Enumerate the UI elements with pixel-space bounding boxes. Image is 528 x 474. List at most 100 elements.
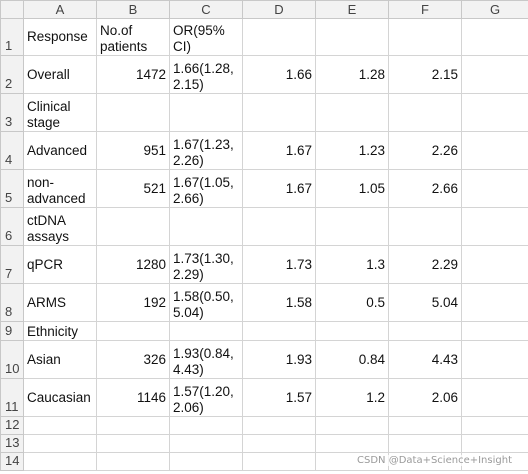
cell[interactable]: 1.58(0.50, 5.04) <box>169 283 243 322</box>
cell[interactable]: 1.23 <box>315 131 389 170</box>
cell[interactable] <box>315 434 389 453</box>
cell[interactable]: 2.26 <box>388 131 462 170</box>
cell[interactable] <box>461 169 528 208</box>
cell[interactable]: 2.06 <box>388 378 462 417</box>
cell[interactable]: 1.67 <box>242 169 316 208</box>
cell[interactable]: 1.67(1.23, 2.26) <box>169 131 243 170</box>
cell[interactable] <box>461 321 528 341</box>
cell[interactable]: 1.28 <box>315 55 389 94</box>
cell[interactable] <box>242 93 316 132</box>
cell[interactable]: 1.66(1.28, 2.15) <box>169 55 243 94</box>
cell[interactable]: 0.5 <box>315 283 389 322</box>
cell[interactable] <box>388 93 462 132</box>
cell[interactable]: 1.73 <box>242 245 316 284</box>
cell[interactable] <box>169 452 243 471</box>
cell[interactable]: 1.2 <box>315 378 389 417</box>
cell[interactable] <box>315 93 389 132</box>
cell[interactable]: Advanced <box>23 131 97 170</box>
cell[interactable]: 1472 <box>96 55 170 94</box>
cell[interactable]: 1.93 <box>242 340 316 379</box>
cell[interactable]: 1.66 <box>242 55 316 94</box>
cell[interactable]: 0.84 <box>315 340 389 379</box>
cell[interactable] <box>242 18 316 56</box>
row-header[interactable]: 11 <box>0 378 24 417</box>
cell[interactable]: Ethnicity <box>23 321 97 341</box>
cell[interactable] <box>169 207 243 246</box>
cell[interactable] <box>388 434 462 453</box>
row-header[interactable]: 5 <box>0 169 24 208</box>
cell[interactable] <box>461 55 528 94</box>
cell[interactable]: 951 <box>96 131 170 170</box>
column-header-c[interactable]: C <box>169 0 243 19</box>
cell[interactable] <box>242 434 316 453</box>
cell[interactable] <box>388 207 462 246</box>
cell[interactable] <box>96 93 170 132</box>
row-header[interactable]: 9 <box>0 321 24 341</box>
cell[interactable] <box>461 283 528 322</box>
cell[interactable] <box>242 321 316 341</box>
row-header[interactable]: 14 <box>0 452 24 471</box>
cell[interactable] <box>96 452 170 471</box>
row-header[interactable]: 7 <box>0 245 24 284</box>
cell[interactable] <box>96 321 170 341</box>
row-header[interactable]: 2 <box>0 55 24 94</box>
cell[interactable] <box>96 207 170 246</box>
cell[interactable] <box>242 416 316 435</box>
select-all-corner[interactable] <box>0 0 24 19</box>
row-header[interactable]: 10 <box>0 340 24 379</box>
cell[interactable] <box>461 18 528 56</box>
cell[interactable] <box>461 131 528 170</box>
cell[interactable] <box>315 416 389 435</box>
cell[interactable]: 1.3 <box>315 245 389 284</box>
row-header[interactable]: 3 <box>0 93 24 132</box>
cell[interactable]: 1.93(0.84, 4.43) <box>169 340 243 379</box>
cell[interactable] <box>169 321 243 341</box>
cell[interactable]: 5.04 <box>388 283 462 322</box>
cell[interactable]: 2.29 <box>388 245 462 284</box>
cell[interactable]: 1.73(1.30, 2.29) <box>169 245 243 284</box>
cell[interactable]: 4.43 <box>388 340 462 379</box>
cell[interactable] <box>169 416 243 435</box>
cell[interactable] <box>23 416 97 435</box>
column-header-d[interactable]: D <box>242 0 316 19</box>
cell[interactable] <box>461 416 528 435</box>
cell[interactable] <box>242 452 316 471</box>
cell[interactable] <box>23 434 97 453</box>
cell[interactable] <box>388 416 462 435</box>
cell[interactable] <box>461 378 528 417</box>
cell[interactable]: 1.57 <box>242 378 316 417</box>
row-header[interactable]: 13 <box>0 434 24 453</box>
column-header-f[interactable]: F <box>388 0 462 19</box>
cell[interactable]: 2.15 <box>388 55 462 94</box>
cell[interactable] <box>315 18 389 56</box>
cell[interactable] <box>388 18 462 56</box>
cell[interactable]: 1.67 <box>242 131 316 170</box>
cell[interactable]: Response <box>23 18 97 56</box>
cell[interactable] <box>461 207 528 246</box>
cell[interactable]: qPCR <box>23 245 97 284</box>
cell[interactable] <box>96 434 170 453</box>
cell[interactable] <box>315 321 389 341</box>
column-header-a[interactable]: A <box>23 0 97 19</box>
cell[interactable]: 1.58 <box>242 283 316 322</box>
cell[interactable]: Overall <box>23 55 97 94</box>
column-header-e[interactable]: E <box>315 0 389 19</box>
cell[interactable]: ctDNA assays <box>23 207 97 246</box>
cell[interactable]: 2.66 <box>388 169 462 208</box>
cell[interactable]: Clinical stage <box>23 93 97 132</box>
cell[interactable] <box>388 321 462 341</box>
cell[interactable]: 1280 <box>96 245 170 284</box>
cell[interactable]: Caucasian <box>23 378 97 417</box>
cell[interactable] <box>315 207 389 246</box>
cell[interactable]: ARMS <box>23 283 97 322</box>
cell[interactable] <box>461 434 528 453</box>
cell[interactable]: 1.05 <box>315 169 389 208</box>
row-header[interactable]: 12 <box>0 416 24 435</box>
cell[interactable]: 1.57(1.20, 2.06) <box>169 378 243 417</box>
row-header[interactable]: 1 <box>0 18 24 56</box>
cell[interactable]: OR(95% CI) <box>169 18 243 56</box>
cell[interactable] <box>461 340 528 379</box>
column-header-g[interactable]: G <box>461 0 528 19</box>
cell[interactable] <box>23 452 97 471</box>
cell[interactable] <box>242 207 316 246</box>
